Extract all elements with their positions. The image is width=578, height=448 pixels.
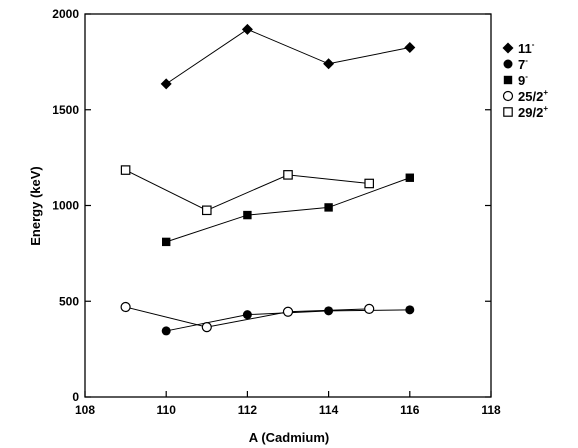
series-line-0: [165, 28, 410, 85]
plot-frame: [84, 13, 492, 398]
data-point-3: [201, 322, 212, 333]
data-point-4: [120, 165, 131, 175]
legend-marker-0: [502, 42, 514, 54]
legend-marker-2: [503, 75, 513, 85]
legend-label-0: 11-: [518, 40, 535, 56]
y-tick-label: 1000: [52, 199, 79, 213]
legend-label-1: 7-: [518, 56, 528, 72]
data-point-4: [283, 170, 293, 180]
legend-superscript: -: [525, 72, 528, 81]
x-tick-label: 108: [75, 403, 95, 417]
legend-marker-4: [503, 107, 513, 117]
data-point-3: [120, 301, 131, 313]
legend-label-3: 25/2+: [518, 88, 548, 104]
x-axis-title: A (Cadmium): [249, 430, 329, 445]
axis-ticks: 108 110 112 114 116 118 0 500 1000 1500 2000: [52, 7, 501, 417]
data-point-0: [241, 23, 253, 35]
x-tick-label: 116: [400, 403, 420, 417]
legend: 11-7-9-25/2+29/2+: [502, 40, 548, 120]
legend-superscript: -: [525, 56, 528, 65]
y-tick-label: 0: [72, 390, 79, 404]
x-tick-label: 112: [238, 403, 258, 417]
legend-label-4: 29/2+: [518, 104, 548, 120]
data-point-0: [323, 58, 335, 70]
data-point-2: [162, 237, 171, 247]
data-point-3: [282, 306, 294, 317]
data-point-0: [160, 78, 172, 90]
data-point-1: [324, 306, 334, 316]
legend-marker-1: [503, 59, 513, 69]
y-tick-label: 500: [59, 294, 79, 308]
x-tick-label: 110: [157, 403, 177, 417]
data-point-2: [405, 173, 414, 182]
y-axis-title: Energy (keV): [28, 166, 43, 245]
series-line-4: [125, 169, 370, 211]
data-point-4: [364, 178, 374, 189]
legend-superscript: +: [543, 104, 548, 113]
legend-marker-3: [502, 90, 514, 102]
data-point-4: [202, 205, 212, 216]
legend-label-2: 9-: [518, 72, 528, 88]
y-tick-label: 1500: [52, 103, 79, 117]
legend-superscript: +: [543, 88, 548, 97]
data-point-0: [404, 42, 416, 54]
data-point-2: [243, 210, 252, 220]
data-point-1: [405, 305, 415, 315]
y-tick-label: 2000: [52, 7, 79, 21]
x-tick-label: 118: [481, 403, 501, 417]
x-tick-label: 114: [319, 403, 339, 417]
data-point-1: [242, 310, 252, 320]
series-line-2: [166, 177, 410, 243]
legend-superscript: -: [532, 40, 535, 49]
data-point-2: [324, 203, 333, 212]
data-point-3: [364, 303, 375, 315]
data-point-1: [161, 326, 171, 336]
series-markers: [120, 23, 416, 336]
